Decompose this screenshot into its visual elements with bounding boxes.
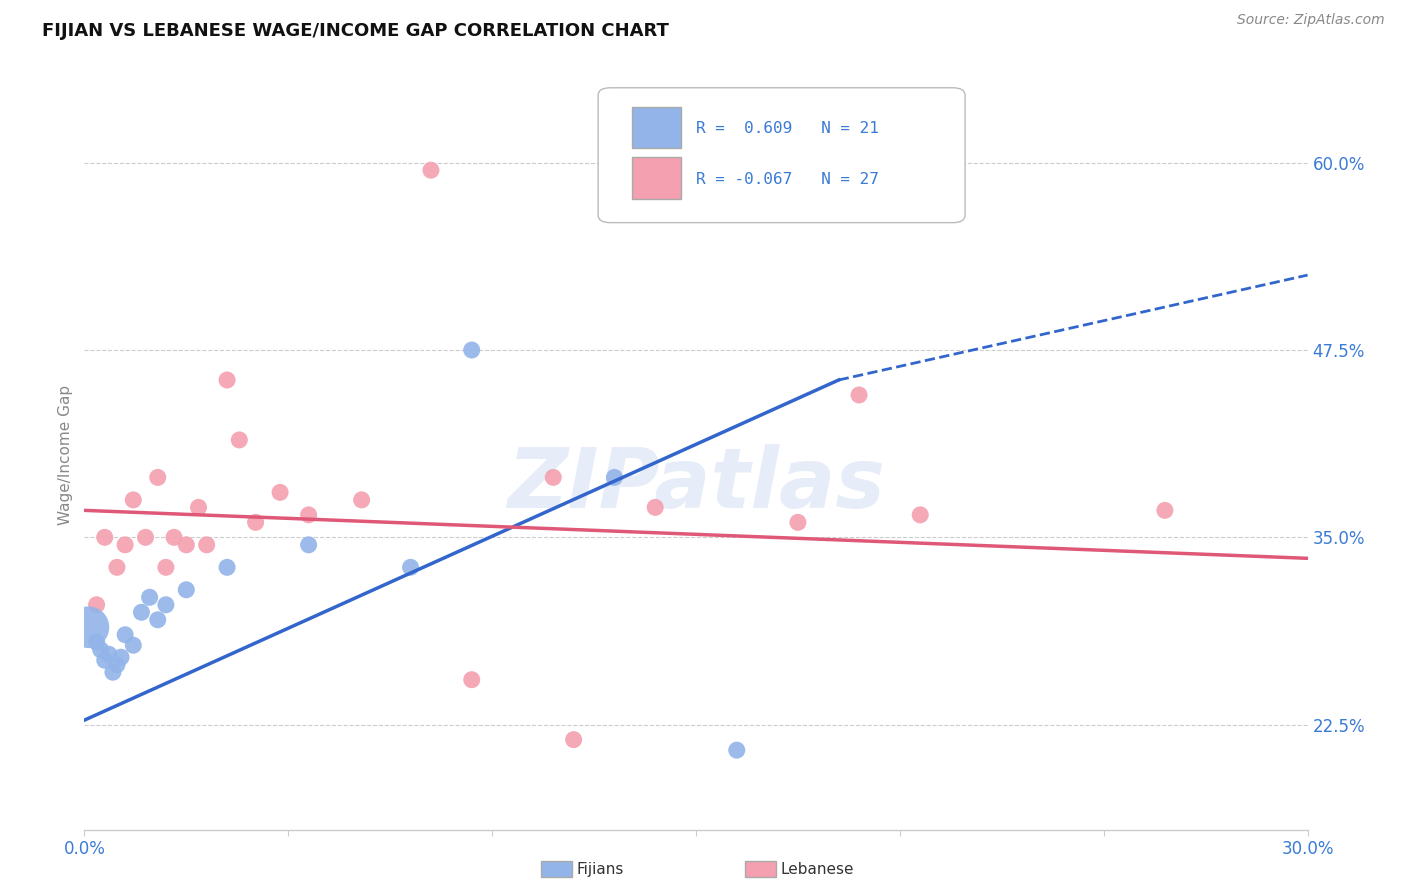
Point (86, 635, 108, 649)
Point (543, 470, 565, 484)
Point (217, 373, 239, 387)
Y-axis label: Wage/Income Gap: Wage/Income Gap (58, 384, 73, 525)
Point (269, 485, 291, 500)
Text: R =  0.609   N = 21: R = 0.609 N = 21 (696, 121, 879, 136)
Point (187, 500, 209, 515)
Point (90, 642, 112, 657)
Point (135, 530, 157, 544)
Point (603, 470, 626, 484)
Point (114, 628, 136, 642)
Point (174, 538, 197, 552)
FancyBboxPatch shape (633, 106, 682, 148)
Point (105, 657, 128, 672)
Text: R = -0.067   N = 27: R = -0.067 N = 27 (696, 171, 879, 186)
Point (114, 538, 136, 552)
Point (298, 538, 321, 552)
Point (93, 653, 115, 667)
Point (77, 620, 100, 634)
Point (146, 470, 169, 484)
Point (138, 591, 160, 605)
Point (787, 516, 810, 530)
Point (122, 492, 145, 507)
Point (725, 743, 748, 757)
Point (86, 598, 108, 612)
Point (93, 530, 115, 544)
Text: ZIPatlas: ZIPatlas (508, 444, 884, 525)
Point (461, 343, 484, 357)
Point (461, 673, 484, 687)
Point (146, 613, 169, 627)
Text: FIJIAN VS LEBANESE WAGE/INCOME GAP CORRELATION CHART: FIJIAN VS LEBANESE WAGE/INCOME GAP CORRE… (42, 22, 669, 40)
Point (97, 647, 120, 661)
Point (155, 598, 177, 612)
Point (644, 500, 666, 515)
Text: Source: ZipAtlas.com: Source: ZipAtlas.com (1237, 13, 1385, 28)
Point (101, 665, 124, 680)
Point (420, 163, 443, 178)
Point (910, 508, 932, 522)
Point (228, 433, 250, 447)
Text: Fijians: Fijians (576, 863, 624, 877)
FancyBboxPatch shape (598, 87, 965, 223)
Point (131, 605, 153, 619)
Point (163, 530, 186, 544)
Point (1154, 503, 1177, 517)
Point (350, 492, 373, 507)
Point (217, 560, 239, 574)
Point (195, 538, 218, 552)
Text: Lebanese: Lebanese (780, 863, 853, 877)
FancyBboxPatch shape (633, 158, 682, 199)
Point (110, 650, 132, 665)
Point (245, 516, 267, 530)
Point (155, 560, 177, 574)
Point (562, 732, 585, 747)
Point (122, 638, 145, 652)
Point (399, 560, 422, 574)
Point (174, 582, 197, 597)
Point (298, 508, 321, 522)
Point (848, 388, 870, 402)
Point (105, 560, 128, 574)
